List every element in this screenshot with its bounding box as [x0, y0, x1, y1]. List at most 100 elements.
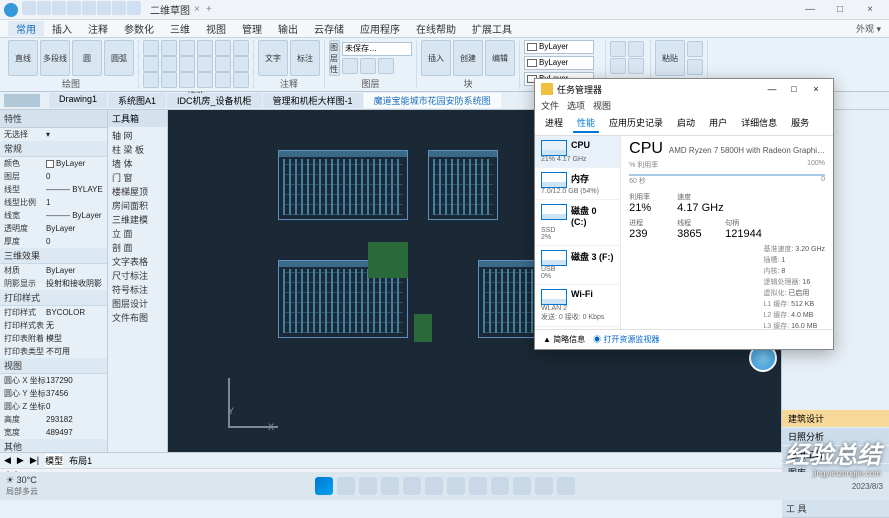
property-row[interactable]: 厚度0: [0, 235, 107, 248]
property-row[interactable]: 打印表附着模型: [0, 332, 107, 345]
modify-tool-icon[interactable]: [161, 40, 177, 56]
property-combo[interactable]: ByLayer: [524, 56, 594, 70]
modify-tool-icon[interactable]: [233, 72, 249, 88]
modify-tool-icon[interactable]: [179, 40, 195, 56]
app-logo-icon[interactable]: [4, 3, 18, 17]
annotation-button[interactable]: 文字: [258, 40, 288, 76]
layer-icon[interactable]: [360, 58, 376, 74]
cut-icon[interactable]: [687, 41, 703, 57]
ribbon-tab[interactable]: 云存储: [306, 21, 352, 36]
property-row[interactable]: 线型——— BYLAYER: [0, 183, 107, 196]
draw-tool-button[interactable]: 圆: [72, 40, 102, 76]
document-tab[interactable]: 系统图A1: [108, 93, 166, 108]
tm-close-button[interactable]: ×: [805, 84, 827, 94]
util-icon[interactable]: [610, 41, 626, 57]
tool-tree-item[interactable]: 符号标注: [112, 283, 163, 297]
layout-tab[interactable]: 布局1: [69, 454, 92, 467]
tool-tree-item[interactable]: 剖 面: [112, 241, 163, 255]
modify-tool-icon[interactable]: [197, 40, 213, 56]
layer-combo[interactable]: 未保存…: [342, 42, 412, 56]
tm-resource-card[interactable]: 磁盘 3 (F:)USB0%: [535, 246, 620, 285]
layout-tab[interactable]: 模型: [45, 454, 63, 467]
tm-resource-card[interactable]: Wi-FiWLAN 2发送: 0 接收: 0 Kbps: [535, 285, 620, 327]
document-tab[interactable]: IDC机房_设备机柜: [167, 93, 262, 108]
tm-tab[interactable]: 用户: [705, 114, 731, 133]
property-combo[interactable]: ByLayer: [524, 40, 594, 54]
ribbon-tab[interactable]: 插入: [44, 21, 80, 36]
modify-tool-icon[interactable]: [233, 40, 249, 56]
property-section[interactable]: 视图: [0, 358, 107, 374]
modify-tool-icon[interactable]: [179, 72, 195, 88]
toolbar-icon[interactable]: [38, 94, 40, 107]
property-row[interactable]: 线宽——— ByLayer: [0, 209, 107, 222]
block-button[interactable]: 编辑: [485, 40, 515, 76]
layout-nav-button[interactable]: ▶|: [30, 455, 39, 466]
qat-icon[interactable]: [127, 1, 141, 15]
qat-icon[interactable]: [22, 1, 36, 15]
document-tab[interactable]: 魔道宝能城市花园安防系统图: [364, 93, 501, 108]
tool-tree-item[interactable]: 三维建模: [112, 213, 163, 227]
util-icon[interactable]: [628, 58, 644, 74]
property-row[interactable]: 圆心 X 坐标137290: [0, 374, 107, 387]
draw-tool-button[interactable]: 直线: [8, 40, 38, 76]
taskbar-app-icon[interactable]: [403, 477, 421, 495]
tool-tree-item[interactable]: 柱 梁 板: [112, 143, 163, 157]
category-button[interactable]: 建筑设计: [782, 410, 889, 427]
drawing-object[interactable]: [278, 150, 408, 220]
util-icon[interactable]: [610, 58, 626, 74]
paste-button[interactable]: 粘贴: [655, 40, 685, 76]
tool-tree-item[interactable]: 文字表格: [112, 255, 163, 269]
tm-fewer-details[interactable]: ▲ 简略信息: [543, 334, 585, 345]
taskbar-app-icon[interactable]: [315, 477, 333, 495]
property-section[interactable]: 打印样式: [0, 290, 107, 306]
modify-tool-icon[interactable]: [197, 72, 213, 88]
tool-tree-item[interactable]: 轴 网: [112, 129, 163, 143]
modify-tool-icon[interactable]: [143, 56, 159, 72]
tm-resource-card[interactable]: CPU21% 4.17 GHz: [535, 136, 620, 168]
layer-icon[interactable]: [378, 58, 394, 74]
util-icon[interactable]: [628, 41, 644, 57]
ribbon-tab[interactable]: 管理: [234, 21, 270, 36]
modify-tool-icon[interactable]: [215, 40, 231, 56]
modify-tool-icon[interactable]: [179, 56, 195, 72]
tm-menu-item[interactable]: 文件: [541, 99, 559, 112]
tools-header[interactable]: 工 具: [782, 500, 889, 518]
tm-tab[interactable]: 启动: [673, 114, 699, 133]
taskbar-app-icon[interactable]: [491, 477, 509, 495]
block-button[interactable]: 插入: [421, 40, 451, 76]
block-button[interactable]: 创建: [453, 40, 483, 76]
draw-tool-button[interactable]: 圆弧: [104, 40, 134, 76]
document-tab[interactable]: Drawing1: [49, 93, 107, 108]
taskbar-app-icon[interactable]: [425, 477, 443, 495]
qat-icon[interactable]: [37, 1, 51, 15]
property-section[interactable]: 三维效果: [0, 248, 107, 264]
property-row[interactable]: 高度293182: [0, 413, 107, 426]
tm-tab[interactable]: 性能: [573, 114, 599, 133]
tm-tab[interactable]: 详细信息: [737, 114, 781, 133]
tool-tree-item[interactable]: 墙 体: [112, 157, 163, 171]
modify-tool-icon[interactable]: [161, 72, 177, 88]
property-section[interactable]: 其他: [0, 439, 107, 452]
ribbon-tab[interactable]: 常用: [8, 21, 44, 36]
qat-icon[interactable]: [97, 1, 111, 15]
property-row[interactable]: 透明度ByLayer: [0, 222, 107, 235]
property-row[interactable]: 图层0: [0, 170, 107, 183]
tool-tree-item[interactable]: 立 面: [112, 227, 163, 241]
tool-tree-item[interactable]: 楼梯屋顶: [112, 185, 163, 199]
property-row[interactable]: 颜色ByLayer: [0, 157, 107, 170]
taskbar-app-icon[interactable]: [469, 477, 487, 495]
property-row[interactable]: 打印样式表无: [0, 319, 107, 332]
property-row[interactable]: 打印表类型不可用: [0, 345, 107, 358]
modify-tool-icon[interactable]: [143, 40, 159, 56]
tool-tree-item[interactable]: 图层设计: [112, 297, 163, 311]
modify-tool-icon[interactable]: [143, 72, 159, 88]
tool-tree-item[interactable]: 门 窗: [112, 171, 163, 185]
taskbar-app-icon[interactable]: [447, 477, 465, 495]
property-row[interactable]: 线型比例1: [0, 196, 107, 209]
window-minimize-button[interactable]: —: [795, 4, 825, 15]
tool-tree-item[interactable]: 文件布图: [112, 311, 163, 325]
tool-tree-item[interactable]: 房间面积: [112, 199, 163, 213]
taskbar-app-icon[interactable]: [535, 477, 553, 495]
layout-nav-button[interactable]: ◀: [4, 455, 11, 466]
modify-tool-icon[interactable]: [215, 72, 231, 88]
